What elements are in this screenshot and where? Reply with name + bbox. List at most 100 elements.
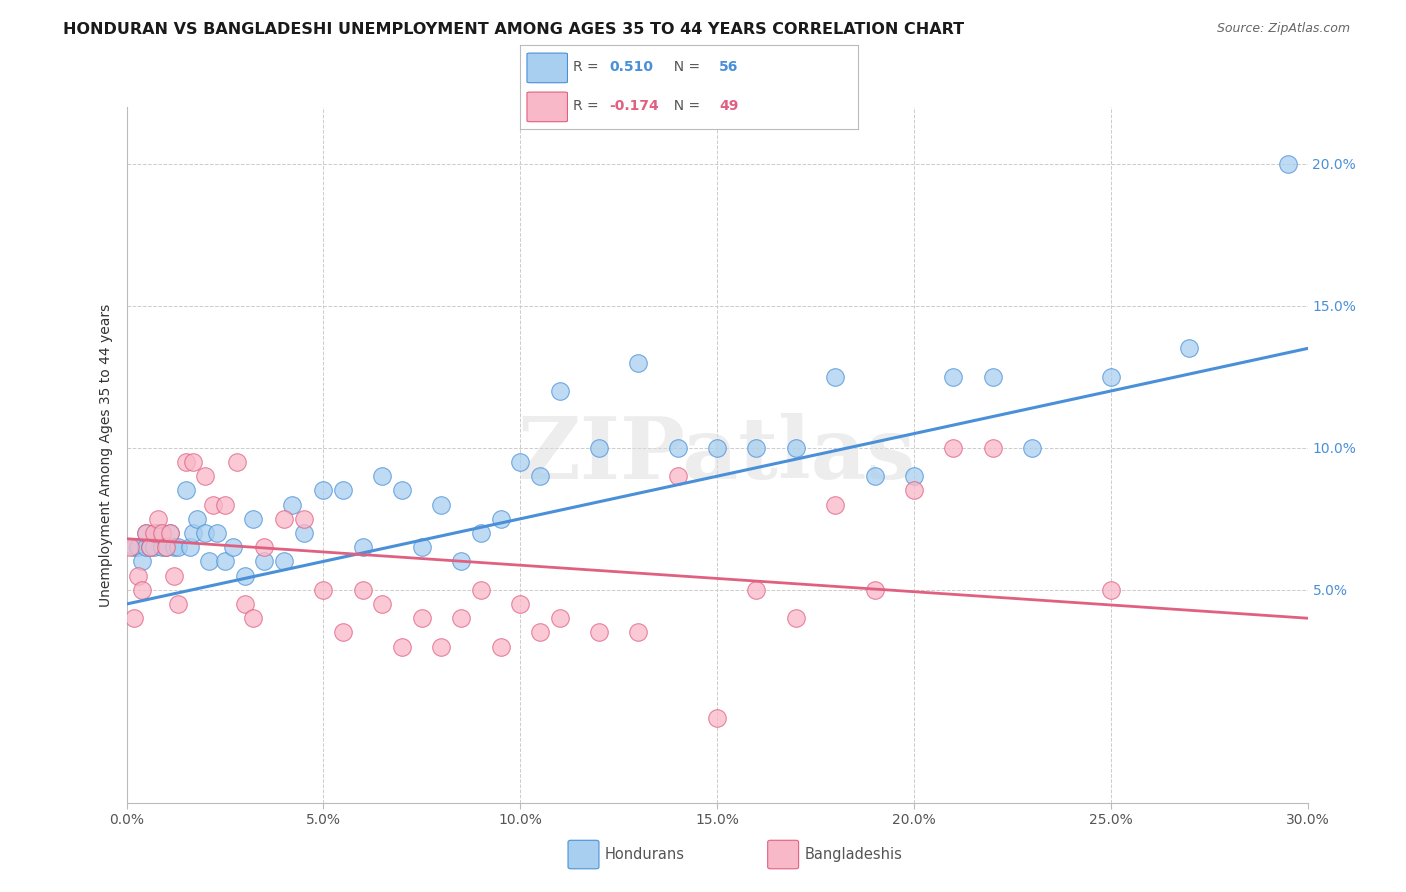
Point xyxy=(312,582,335,597)
Point xyxy=(281,498,304,512)
Point xyxy=(332,483,354,498)
Point xyxy=(135,526,157,541)
Text: ZIPatlas: ZIPatlas xyxy=(517,413,917,497)
Text: -0.174: -0.174 xyxy=(610,100,659,113)
Point xyxy=(942,369,965,384)
Point xyxy=(529,625,551,640)
Point xyxy=(1021,441,1043,455)
Point xyxy=(509,597,531,611)
Point xyxy=(135,540,157,554)
Point xyxy=(430,498,453,512)
Point xyxy=(706,710,728,724)
Point xyxy=(150,526,173,541)
Point xyxy=(548,384,571,398)
Point xyxy=(225,455,247,469)
FancyBboxPatch shape xyxy=(568,840,599,869)
Point xyxy=(146,512,169,526)
Point xyxy=(194,526,217,541)
Point xyxy=(470,526,492,541)
Point xyxy=(143,526,166,541)
Text: Source: ZipAtlas.com: Source: ZipAtlas.com xyxy=(1216,22,1350,36)
Point xyxy=(159,526,181,541)
Point xyxy=(159,526,181,541)
Point xyxy=(627,625,650,640)
Point xyxy=(509,455,531,469)
Point xyxy=(785,611,807,625)
Point xyxy=(186,512,208,526)
Point xyxy=(942,441,965,455)
Point xyxy=(174,483,197,498)
Point xyxy=(588,625,610,640)
Point xyxy=(253,554,276,568)
Point xyxy=(194,469,217,483)
Point xyxy=(981,441,1004,455)
FancyBboxPatch shape xyxy=(527,92,568,121)
Point xyxy=(155,540,177,554)
Point xyxy=(242,611,264,625)
Point xyxy=(529,469,551,483)
Point xyxy=(163,568,186,582)
Point xyxy=(174,455,197,469)
Point xyxy=(127,540,149,554)
Point xyxy=(233,597,256,611)
Point xyxy=(292,512,315,526)
Point xyxy=(745,582,768,597)
Point xyxy=(470,582,492,597)
Point xyxy=(1178,342,1201,356)
Point xyxy=(146,526,169,541)
Point xyxy=(183,455,205,469)
Point xyxy=(785,441,807,455)
Y-axis label: Unemployment Among Ages 35 to 44 years: Unemployment Among Ages 35 to 44 years xyxy=(100,303,114,607)
Point xyxy=(745,441,768,455)
Point xyxy=(202,498,225,512)
Point xyxy=(205,526,228,541)
Point xyxy=(863,582,886,597)
Point xyxy=(214,498,236,512)
Point xyxy=(1099,582,1122,597)
Point xyxy=(163,540,186,554)
Text: R =: R = xyxy=(572,61,603,74)
Text: Hondurans: Hondurans xyxy=(605,847,685,862)
Text: HONDURAN VS BANGLADESHI UNEMPLOYMENT AMONG AGES 35 TO 44 YEARS CORRELATION CHART: HONDURAN VS BANGLADESHI UNEMPLOYMENT AMO… xyxy=(63,22,965,37)
Point xyxy=(166,540,188,554)
Point xyxy=(903,483,925,498)
Point xyxy=(253,540,276,554)
Text: 56: 56 xyxy=(720,61,738,74)
Point xyxy=(352,540,374,554)
Point xyxy=(1099,369,1122,384)
Point xyxy=(1277,157,1299,171)
Point xyxy=(127,568,149,582)
Point xyxy=(981,369,1004,384)
Point xyxy=(273,512,295,526)
Point xyxy=(430,640,453,654)
Point xyxy=(706,441,728,455)
Point xyxy=(135,526,157,541)
Point xyxy=(489,640,512,654)
Point xyxy=(863,469,886,483)
Text: N =: N = xyxy=(665,100,704,113)
Point xyxy=(588,441,610,455)
Point xyxy=(233,568,256,582)
Point xyxy=(352,582,374,597)
Point xyxy=(124,611,146,625)
Point xyxy=(312,483,335,498)
Point xyxy=(824,369,846,384)
Text: Bangladeshis: Bangladeshis xyxy=(804,847,903,862)
Point xyxy=(166,597,188,611)
Point xyxy=(214,554,236,568)
Point xyxy=(139,540,162,554)
Point xyxy=(391,483,413,498)
Point xyxy=(391,640,413,654)
Point xyxy=(548,611,571,625)
Point xyxy=(179,540,201,554)
Point xyxy=(131,554,153,568)
Point xyxy=(824,498,846,512)
Point xyxy=(666,441,689,455)
Point xyxy=(150,540,173,554)
Point xyxy=(666,469,689,483)
Point xyxy=(155,540,177,554)
Point xyxy=(183,526,205,541)
Point xyxy=(371,469,394,483)
Point xyxy=(273,554,295,568)
FancyBboxPatch shape xyxy=(768,840,799,869)
